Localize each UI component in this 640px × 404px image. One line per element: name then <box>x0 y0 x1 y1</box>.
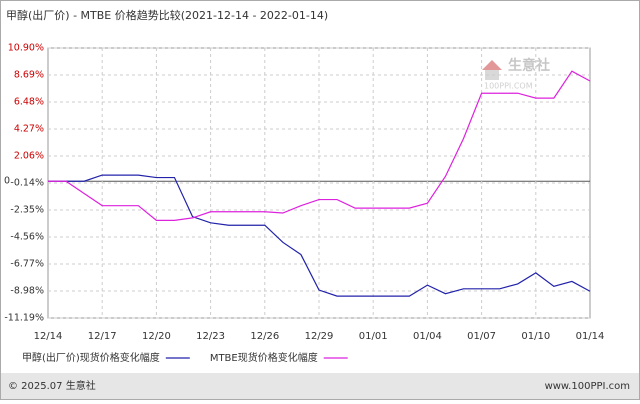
series-line <box>48 70 591 221</box>
x-tick-label: 01/04 <box>413 331 442 342</box>
x-tick-label: 01/07 <box>467 331 496 342</box>
y-tick-label: -0.14% <box>10 177 44 188</box>
x-tick-label: 12/26 <box>250 331 279 342</box>
y-tick-label: -6.77% <box>10 258 44 269</box>
x-tick-label: 12/17 <box>88 331 117 342</box>
footer-bar <box>1 373 639 399</box>
x-tick-label: 12/29 <box>305 331 334 342</box>
footer-copyright: © 2025.07 生意社 <box>8 379 96 392</box>
y-tick-label: 10.90% <box>8 43 44 54</box>
y-tick-label: 0 <box>4 176 10 187</box>
x-tick-label: 01/10 <box>521 331 550 342</box>
logo-roof <box>482 60 502 70</box>
y-tick-label: -2.35% <box>10 204 44 215</box>
y-tick-label: -11.19% <box>4 313 44 324</box>
x-tick-label: 01/01 <box>359 331 388 342</box>
legend-label: MTBE现货价格变化幅度 <box>210 351 318 364</box>
y-tick-label: 8.69% <box>14 70 44 81</box>
watermark-site: 100PPI.COM <box>484 82 533 91</box>
footer-url: www.100PPI.com <box>545 381 630 392</box>
y-tick-label: -8.98% <box>10 285 44 296</box>
x-tick-label: 12/14 <box>34 331 63 342</box>
y-tick-label: 2.06% <box>14 151 44 162</box>
x-tick-label: 01/14 <box>576 331 605 342</box>
watermark-name: 生意社 <box>508 57 550 74</box>
legend-label: 甲醇(出厂价)现货价格变化幅度 <box>22 351 160 364</box>
x-tick-label: 12/23 <box>196 331 225 342</box>
y-tick-label: -4.56% <box>10 231 44 242</box>
x-tick-label: 12/20 <box>142 331 171 342</box>
y-tick-label: 6.48% <box>14 97 44 108</box>
series-line <box>48 174 591 297</box>
chart-title: 甲醇(出厂价) - MTBE 价格趋势比较(2021-12-14 - 2022-… <box>6 8 328 22</box>
y-tick-label: 4.27% <box>14 124 44 135</box>
